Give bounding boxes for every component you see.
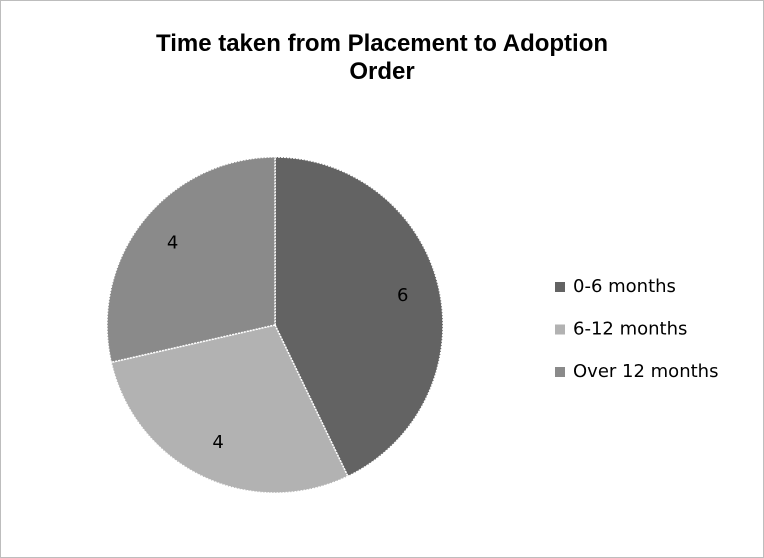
pie-slice <box>106 156 276 364</box>
pie-slice <box>110 324 349 494</box>
legend-swatch <box>555 282 565 292</box>
legend-label: 6-12 months <box>573 319 687 340</box>
data-label: 4 <box>167 232 178 253</box>
chart-title: Time taken from Placement to Adoption Or… <box>155 30 609 85</box>
legend-swatch <box>555 324 565 335</box>
legend-label: 0-6 months <box>573 276 676 297</box>
data-label: 4 <box>212 432 223 453</box>
pie-slice <box>274 156 444 478</box>
legend-swatch <box>555 367 565 377</box>
legend-label: Over 12 months <box>573 361 718 382</box>
data-label: 6 <box>397 285 408 306</box>
